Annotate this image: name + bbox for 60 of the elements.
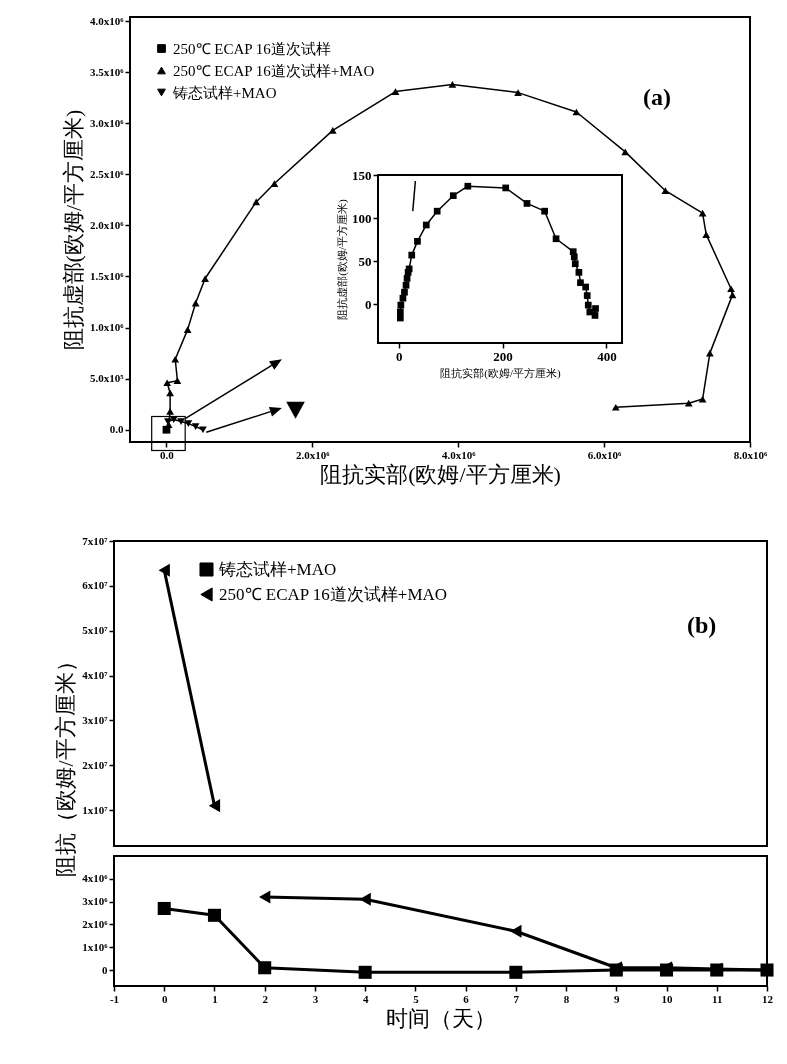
x-tick-label: 200: [493, 348, 513, 364]
x-tick-label: 4: [362, 992, 369, 1005]
y-tick-label: 0.0: [109, 423, 124, 436]
y-tick-label: 3x10⁶: [82, 895, 109, 908]
x-axis-title: 时间（天）: [386, 1005, 496, 1031]
y-tick-label: 2x10⁶: [82, 917, 109, 930]
legend-label: 250℃ ECAP 16道次试样+MAO: [219, 584, 448, 604]
x-tick-label: 8: [563, 992, 570, 1005]
x-tick-label: 5: [413, 992, 420, 1005]
y-tick-label: 1.0x10⁶: [89, 321, 125, 334]
x-tick-label: 8.0x10⁶: [733, 448, 768, 461]
x-tick-label: 0: [396, 348, 403, 364]
y-tick-label: 5.0x10⁵: [89, 372, 125, 385]
y-tick-label: 3.0x10⁶: [89, 116, 125, 129]
x-tick-label: 6.0x10⁶: [587, 448, 623, 461]
y-tick-label: 1x10⁷: [82, 803, 109, 816]
y-tick-label: 4x10⁷: [82, 669, 109, 682]
annotation: (b): [687, 612, 717, 639]
x-tick-label: 2.0x10⁶: [296, 448, 331, 461]
x-tick-label: 400: [597, 348, 617, 364]
x-axis-title: 阻抗实部(欧姆/平方厘米): [440, 366, 562, 380]
x-tick-label: 7: [513, 992, 520, 1005]
x-tick-label: 10: [661, 992, 674, 1005]
y-tick-label: 1x10⁶: [82, 940, 109, 953]
x-tick-label: 12: [762, 992, 774, 1005]
y-tick-label: 4.0x10⁶: [89, 14, 125, 27]
x-tick-label: 9: [614, 992, 621, 1005]
y-tick-label: 7x10⁷: [82, 534, 109, 547]
legend-label: 250℃ ECAP 16道次试样: [173, 40, 331, 57]
annotation: (a): [643, 83, 671, 110]
x-tick-label: 0: [161, 992, 168, 1005]
y-tick-label: 3.5x10⁶: [89, 65, 125, 78]
y-axis-title: 阻抗虚部(欧姆/平方厘米): [336, 198, 349, 320]
y-tick-label: 100: [352, 210, 372, 226]
y-tick-label: 150: [352, 167, 372, 183]
y-tick-label: 5x10⁷: [82, 624, 109, 637]
x-tick-label: 1: [212, 992, 218, 1005]
y-tick-label: 2x10⁷: [82, 758, 109, 771]
y-tick-label: 3x10⁷: [82, 713, 109, 726]
legend-label: 250℃ ECAP 16道次试样+MAO: [173, 62, 375, 79]
x-tick-label: 11: [712, 992, 723, 1005]
x-axis-title: 阻抗实部(欧姆/平方厘米): [320, 461, 561, 487]
y-tick-label: 0: [365, 296, 372, 312]
x-tick-label: 2: [262, 992, 269, 1005]
y-tick-label: 0: [102, 963, 108, 976]
y-axis-title: 阻抗（欧姆/平方厘米）: [53, 650, 79, 877]
x-tick-label: 6: [463, 992, 470, 1005]
y-tick-label: 2.5x10⁶: [89, 167, 125, 180]
y-tick-label: 50: [358, 253, 372, 269]
x-tick-label: 0.0: [160, 448, 175, 461]
x-tick-label: -1: [109, 992, 120, 1005]
y-tick-label: 6x10⁷: [82, 579, 109, 592]
x-tick-label: 4.0x10⁶: [441, 448, 477, 461]
legend-label: 铸态试样+MAO: [218, 559, 337, 579]
y-tick-label: 2.0x10⁶: [89, 218, 125, 231]
x-tick-label: 3: [312, 992, 319, 1005]
y-tick-label: 4x10⁶: [82, 872, 109, 885]
y-tick-label: 1.5x10⁶: [89, 270, 125, 282]
legend-label: 铸态试样+MAO: [172, 84, 277, 101]
y-axis-title: 阻抗虚部(欧姆/平方厘米): [60, 109, 86, 351]
